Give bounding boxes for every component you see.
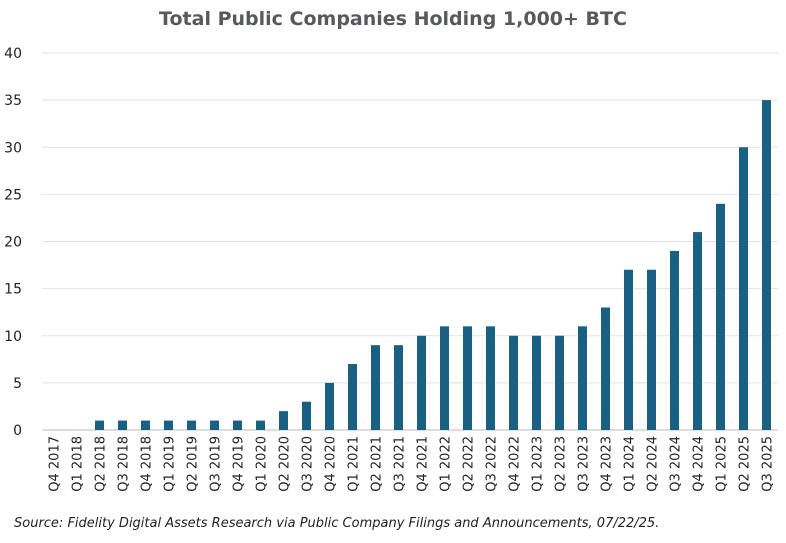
- x-tick-label: Q4 2017: [48, 436, 63, 492]
- x-tick-label: Q4 2020: [324, 436, 339, 492]
- bar: [670, 250, 679, 430]
- bar: [624, 269, 633, 430]
- bar: [302, 401, 311, 430]
- x-tick-label: Q3 2025: [761, 436, 776, 492]
- x-tick-label: Q3 2020: [301, 436, 316, 492]
- bar: [187, 420, 196, 430]
- y-tick-label: 5: [13, 376, 22, 392]
- bar: [440, 326, 449, 430]
- x-tick-label: Q1 2022: [439, 436, 454, 492]
- x-tick-label: Q3 2018: [117, 436, 132, 492]
- x-tick-label: Q1 2023: [531, 436, 546, 492]
- x-tick-label: Q1 2020: [255, 436, 270, 492]
- y-tick-label: 0: [13, 423, 22, 439]
- x-tick-label: Q2 2019: [186, 436, 201, 492]
- bar: [210, 420, 219, 430]
- y-tick-label: 15: [4, 282, 22, 298]
- x-tick-label: Q1 2024: [623, 436, 638, 492]
- x-tick-label: Q1 2018: [71, 436, 86, 492]
- x-tick-label: Q4 2021: [416, 436, 431, 492]
- bar: [578, 326, 587, 430]
- bar: [762, 100, 771, 430]
- bar: [417, 335, 426, 430]
- x-tick-label: Q1 2019: [163, 436, 178, 492]
- bar: [164, 420, 173, 430]
- x-tick-label: Q2 2022: [462, 436, 477, 492]
- x-tick-label: Q2 2020: [278, 436, 293, 492]
- x-tick-label: Q3 2024: [669, 436, 684, 492]
- y-tick-label: 40: [4, 46, 22, 62]
- bar: [233, 420, 242, 430]
- x-tick-label: Q2 2023: [554, 436, 569, 492]
- x-tick-label: Q1 2025: [715, 436, 730, 492]
- source-note: Source: Fidelity Digital Assets Research…: [14, 516, 660, 531]
- bar: [532, 335, 541, 430]
- x-tick-label: Q2 2024: [646, 436, 661, 492]
- bar: [647, 269, 656, 430]
- bar: [555, 335, 564, 430]
- bar: [693, 232, 702, 430]
- bar: [95, 420, 104, 430]
- bar: [141, 420, 150, 430]
- x-tick-label: Q2 2018: [94, 436, 109, 492]
- bar: [739, 147, 748, 430]
- x-tick-label: Q3 2021: [393, 436, 408, 492]
- x-tick-label: Q1 2021: [347, 436, 362, 492]
- x-tick-label: Q2 2025: [738, 436, 753, 492]
- x-tick-label: Q4 2019: [232, 436, 247, 492]
- x-tick-label: Q3 2023: [577, 436, 592, 492]
- x-tick-label: Q3 2019: [209, 436, 224, 492]
- x-tick-label: Q2 2021: [370, 436, 385, 492]
- bar: [348, 364, 357, 430]
- bar: [371, 345, 380, 430]
- x-tick-label: Q4 2024: [692, 436, 707, 492]
- bar: [463, 326, 472, 430]
- x-tick-label: Q3 2022: [485, 436, 500, 492]
- y-tick-label: 25: [4, 187, 22, 203]
- bar: [279, 411, 288, 430]
- bar: [256, 420, 265, 430]
- bar: [118, 420, 127, 430]
- y-tick-label: 20: [4, 235, 22, 251]
- x-tick-label: Q4 2018: [140, 436, 155, 492]
- bar: [601, 307, 610, 430]
- y-tick-label: 35: [4, 93, 22, 109]
- x-tick-label: Q4 2022: [508, 436, 523, 492]
- x-tick-label: Q4 2023: [600, 436, 615, 492]
- bar: [394, 345, 403, 430]
- bar: [486, 326, 495, 430]
- chart-title: Total Public Companies Holding 1,000+ BT…: [159, 8, 627, 30]
- bar: [716, 203, 725, 430]
- y-tick-label: 30: [4, 140, 22, 156]
- y-tick-label: 10: [4, 329, 22, 345]
- bar: [325, 382, 334, 430]
- bar: [509, 335, 518, 430]
